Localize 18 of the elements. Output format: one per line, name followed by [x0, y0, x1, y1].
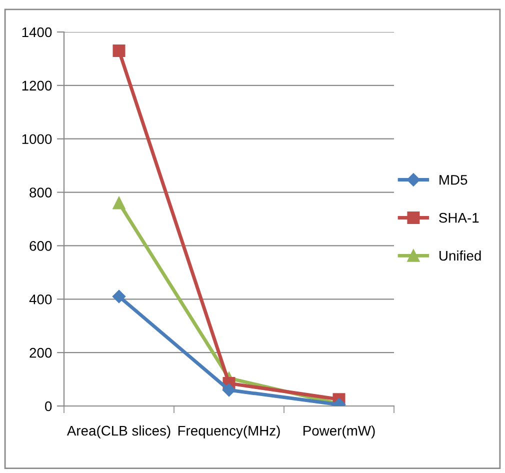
legend-label: SHA-1: [439, 212, 479, 223]
y-tick-label: 1400: [22, 27, 52, 38]
y-tick-label: 200: [30, 348, 52, 358]
legend-label: Unified: [440, 250, 481, 261]
point: [222, 383, 236, 397]
legend-label: MD5: [440, 175, 468, 185]
x-tick-label: Frequency(MHz): [178, 425, 280, 438]
y-tick-label: 1000: [22, 134, 52, 144]
y-tick-label: 600: [30, 241, 52, 251]
y-tick-label: 400: [29, 294, 52, 304]
point: [112, 44, 126, 57]
x-tick-label: Area(CLB slices): [66, 425, 170, 438]
y-tick-label: 800: [30, 188, 52, 198]
y-tick-label: 0: [45, 401, 52, 412]
point: [112, 196, 126, 210]
point: [112, 290, 126, 304]
x-tick-label: Power(mW): [303, 425, 375, 438]
y-tick-label: 1200: [22, 80, 52, 91]
